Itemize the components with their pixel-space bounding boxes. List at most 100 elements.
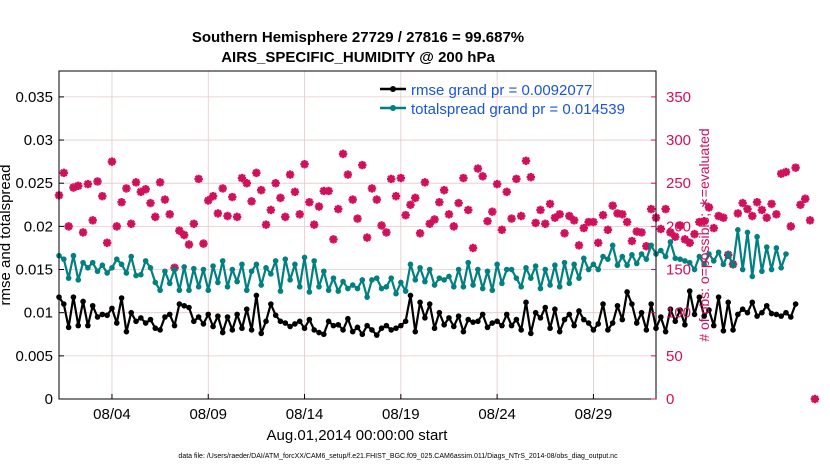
obs-evaluated-marker [574, 241, 584, 250]
right-tick-label: 100 [666, 305, 691, 322]
totalspread-point [725, 251, 732, 257]
obs-evaluated-marker [483, 216, 492, 226]
totalspread-point [783, 251, 789, 257]
rmse-point [778, 313, 784, 319]
obs-evaluated-marker [184, 240, 194, 249]
obs-evaluated-marker [666, 228, 675, 237]
rmse-point [788, 314, 794, 320]
totalspread-point [710, 258, 717, 264]
rmse-point [773, 311, 780, 318]
obs-evaluated-marker [252, 168, 261, 178]
obs-evaluated-marker [136, 187, 146, 197]
totalspread-point [373, 275, 380, 281]
obs-evaluated-marker [569, 216, 579, 225]
obs-evaluated-marker [199, 239, 208, 248]
rmse-point [349, 328, 356, 335]
obs-evaluated-marker [608, 201, 617, 210]
obs-evaluated-marker [107, 157, 117, 166]
totalspread-point [128, 253, 135, 260]
totalspread-point [388, 275, 395, 281]
grid-lines [59, 71, 656, 399]
left-tick-label: 0.025 [15, 175, 53, 192]
totalspread-point [311, 258, 317, 264]
rmse-point [89, 302, 96, 309]
totalspread-point [417, 265, 423, 271]
obs-evaluated-marker [155, 178, 165, 187]
totalspread-point [503, 266, 510, 273]
obs-evaluated-marker [102, 238, 112, 247]
obs-evaluated-marker [584, 217, 593, 227]
totalspread-point [614, 262, 621, 269]
rmse-point [547, 325, 553, 332]
rmse-point [142, 320, 149, 326]
obs-evaluated-marker [305, 198, 314, 207]
obs-evaluated-marker [204, 196, 213, 205]
rmse-point [749, 299, 756, 306]
obs-evaluated-marker [646, 204, 656, 214]
rmse-point [479, 311, 486, 318]
obs-evaluated-marker [281, 212, 290, 222]
obs-evaluated-marker [560, 229, 569, 238]
y-axis-label-right: # of obs: o=possible; ∗=evaluated [696, 128, 712, 341]
rmse-point [672, 318, 679, 325]
rmse-point [730, 327, 736, 333]
obs-evaluated-marker [439, 185, 449, 195]
y-axis-label-left: rmse and totalspread [0, 165, 14, 306]
obs-evaluated-marker [492, 179, 502, 189]
rmse-point [576, 308, 582, 314]
totalspread-point [759, 268, 765, 275]
totalspread-point [243, 287, 250, 294]
obs-evaluated-marker [93, 177, 102, 186]
totalspread-point [773, 245, 780, 251]
obs-evaluated-marker [127, 219, 136, 228]
rmse-point [426, 301, 433, 307]
obs-evaluated-marker [420, 178, 430, 187]
obs-evaluated-marker [579, 223, 588, 233]
totalspread-point [61, 256, 67, 262]
right-tick-label: 50 [666, 348, 683, 365]
chart-title-line2: AIRS_SPECIFIC_HUMIDITY @ 200 hPa [221, 49, 495, 66]
totalspread-point [450, 283, 457, 290]
obs-evaluated-marker [772, 210, 781, 219]
obs-evaluated-marker [324, 186, 333, 196]
obs-evaluated-marker [748, 211, 757, 221]
totalspread-point [677, 256, 683, 262]
totalspread-point [157, 287, 163, 294]
totalspread-point [532, 263, 539, 269]
totalspread-point [730, 262, 736, 269]
obs-evaluated-marker [391, 191, 401, 201]
obs-evaluated-marker [805, 216, 815, 225]
rmse-point [585, 320, 592, 326]
obs-evaluated-marker [228, 192, 237, 202]
rmse-point [200, 321, 207, 327]
obs-evaluated-marker [555, 210, 564, 219]
chart-title-line1: Southern Hemisphere 27729 / 27816 = 99.6… [192, 29, 524, 46]
obs-evaluated-marker [796, 200, 805, 209]
rmse-point [345, 315, 351, 322]
rmse-point [609, 320, 616, 326]
rmse-point [268, 301, 274, 307]
obs-evaluated-marker [618, 210, 627, 219]
rmse-point [682, 321, 688, 328]
obs-evaluated-marker [401, 210, 410, 220]
obs-evaluated-marker [791, 163, 800, 172]
totalspread-point [561, 259, 568, 266]
obs-evaluated-marker [83, 179, 93, 189]
totalspread-point [600, 253, 606, 260]
rmse-point [210, 323, 216, 330]
rmse-point [373, 332, 380, 338]
obs-evaluated-marker [776, 169, 786, 178]
obs-evaluated-marker [218, 184, 227, 193]
totalspread-point [696, 253, 703, 260]
rmse-point [605, 327, 611, 333]
right-tick-label: 350 [666, 89, 691, 106]
rmse-point [287, 323, 293, 330]
obs-evaluated-marker [531, 218, 540, 228]
totalspread-point [629, 252, 635, 258]
left-tick-label: 0.015 [15, 262, 53, 279]
legend-rmse-marker [390, 86, 396, 92]
totalspread-point [195, 283, 202, 290]
obs-evaluated-marker [752, 198, 762, 207]
obs-evaluated-marker [247, 197, 256, 206]
